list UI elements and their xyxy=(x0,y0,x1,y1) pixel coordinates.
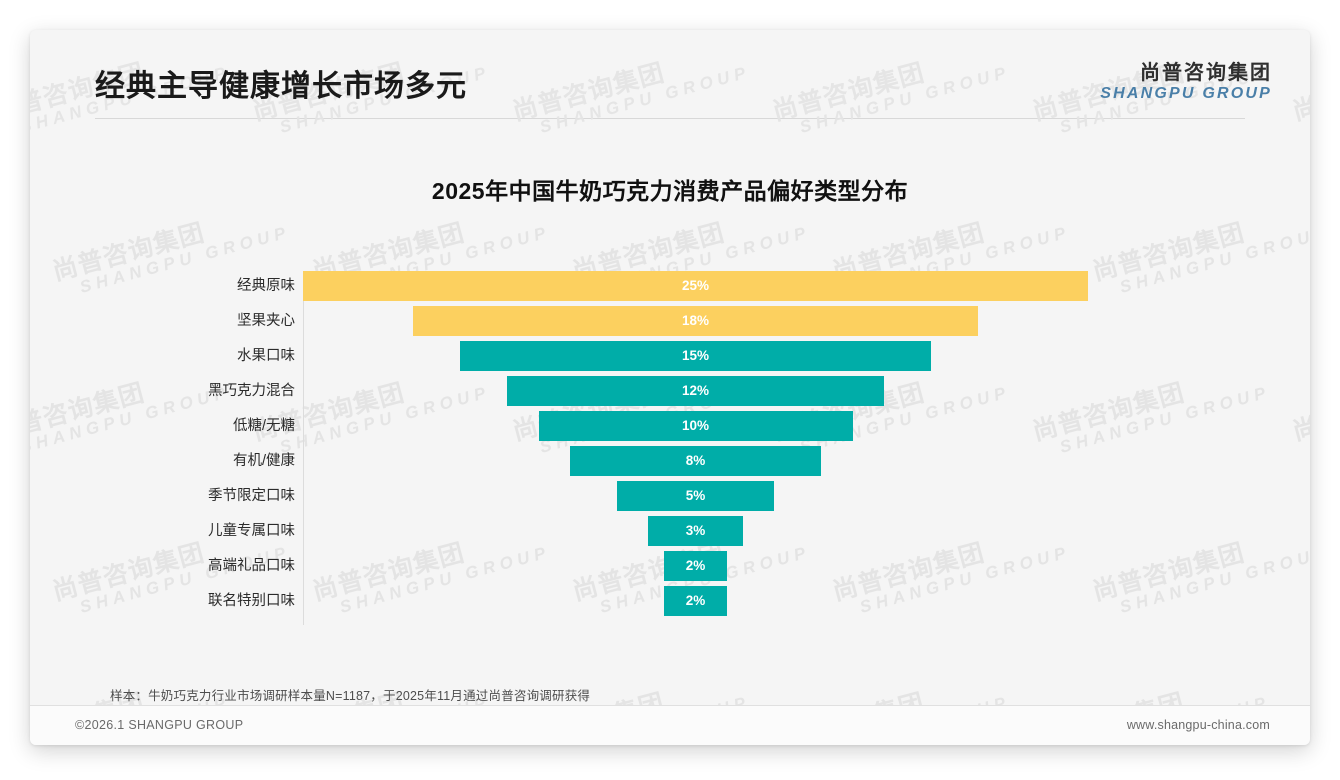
bar-value-label: 25% xyxy=(681,278,710,293)
bar-category-label: 低糖/无糖 xyxy=(232,418,295,434)
slide-footer: ©2026.1 SHANGPU GROUP www.shangpu-china.… xyxy=(30,706,1310,745)
bar-value-label: 12% xyxy=(681,383,709,398)
bar-value-label: 18% xyxy=(681,313,709,328)
bar-value-label: 5% xyxy=(685,488,706,503)
chart-bar-row: 高端礼品口味 2% xyxy=(30,551,1310,581)
funnel-chart: 经典原味 25% 坚果夹心 18% 水果口味 15% 黑巧克力混合 12% 低糖/无糖 10% 有机… xyxy=(30,271,1310,631)
bar-category-label: 儿童专属口味 xyxy=(208,523,295,539)
chart-bar[interactable] xyxy=(538,411,853,441)
chart-bar[interactable] xyxy=(507,376,884,406)
chart-bar-row: 坚果夹心 18% xyxy=(30,306,1310,336)
chart-bar-row: 经典原味 25% xyxy=(30,271,1310,301)
chart-area: 2025年中国牛奶巧克力消费产品偏好类型分布 经典原味 25% 坚果夹心 18% 水果口… xyxy=(30,130,1310,660)
chart-title: 2025年中国牛奶巧克力消费产品偏好类型分布 xyxy=(431,178,909,204)
chart-bar[interactable] xyxy=(664,586,727,616)
slide-card: 尚普咨询集团 SHANGPU GROUP 尚普咨询集团 SHANGPU GROUP 尚普… xyxy=(30,30,1310,745)
chart-bar[interactable] xyxy=(569,446,822,476)
chart-bar-row: 低糖/无糖 10% xyxy=(30,411,1310,441)
bar-value-label: 15% xyxy=(681,348,710,363)
bar-category-label: 黑巧克力混合 xyxy=(208,383,295,399)
bar-category-label: 高端礼品口味 xyxy=(208,558,295,574)
chart-bar-row: 儿童专属口味 3% xyxy=(30,516,1310,546)
chart-bar[interactable] xyxy=(303,271,1088,301)
chart-bar-row: 季节限定口味 5% xyxy=(30,481,1310,511)
chart-bar[interactable] xyxy=(648,516,743,546)
page-title: 经典主导健康增长市场多元 xyxy=(95,70,467,103)
copyright-text: ©2026.1 SHANGPU GROUP xyxy=(75,718,244,732)
bar-category-label: 水果口味 xyxy=(237,348,295,364)
chart-bar-row: 水果口味 15% xyxy=(30,341,1310,371)
slide-header: 经典主导健康增长市场多元 尚普咨询集团 SHANGPU GROUP xyxy=(30,30,1310,118)
bar-value-label: 3% xyxy=(685,523,706,538)
header-divider xyxy=(95,118,1245,119)
chart-bar-row: 有机/健康 8% xyxy=(30,446,1310,476)
chart-bar-row: 黑巧克力混合 12% xyxy=(30,376,1310,406)
chart-footnote: 样本：牛奶巧克力行业市场调研样本量N=1187，于2025年11月通过尚普咨询调… xyxy=(110,689,591,703)
brand-name-cn: 尚普咨询集团 xyxy=(1140,62,1272,84)
bar-category-label: 坚果夹心 xyxy=(237,313,295,329)
chart-bar[interactable] xyxy=(412,306,979,336)
bar-value-label: 10% xyxy=(681,418,710,433)
bar-category-label: 联名特别口味 xyxy=(208,593,295,609)
footer-divider xyxy=(30,705,1310,706)
chart-bar[interactable] xyxy=(617,481,774,511)
bar-value-label: 2% xyxy=(685,558,706,573)
bar-category-label: 季节限定口味 xyxy=(208,488,295,504)
website-text: www.shangpu-china.com xyxy=(1126,718,1270,732)
chart-bar[interactable] xyxy=(664,551,727,581)
chart-bar[interactable] xyxy=(460,341,931,371)
bar-value-label: 2% xyxy=(685,593,706,608)
chart-axis-line xyxy=(303,271,304,625)
bar-category-label: 有机/健康 xyxy=(232,453,295,469)
brand-logo: 尚普咨询集团 SHANGPU GROUP xyxy=(1100,63,1272,103)
bar-value-label: 8% xyxy=(685,453,706,468)
brand-name-en: SHANGPU GROUP xyxy=(1100,85,1272,102)
bar-category-label: 经典原味 xyxy=(237,278,295,294)
chart-bar-row: 联名特别口味 2% xyxy=(30,586,1310,616)
